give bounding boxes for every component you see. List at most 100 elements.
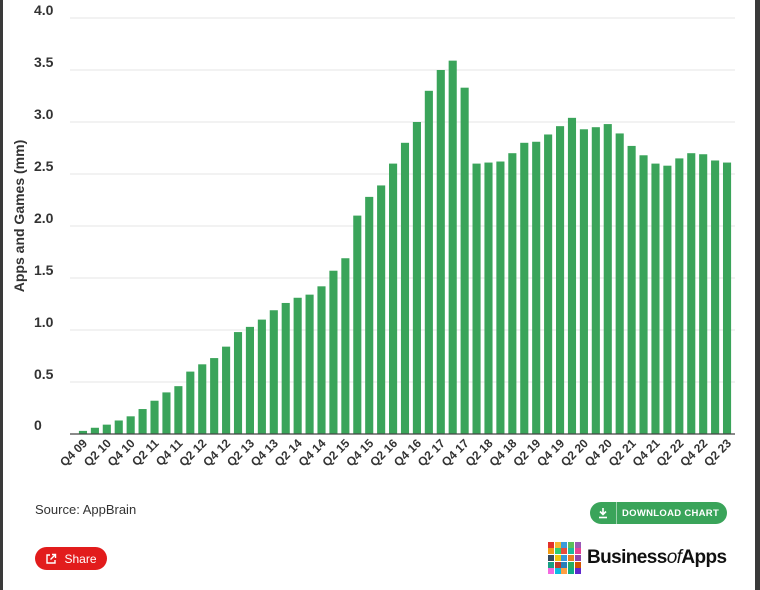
bar (508, 153, 517, 434)
bar (639, 155, 648, 434)
logo-tile (574, 568, 581, 575)
download-icon (590, 502, 617, 524)
window-border-right (755, 0, 760, 590)
bar (317, 286, 326, 434)
share-icon (45, 553, 57, 565)
logo-tile (568, 568, 575, 575)
bar (233, 332, 243, 434)
bar (556, 126, 565, 434)
bar (102, 424, 111, 434)
bar (269, 310, 278, 434)
bar (711, 160, 720, 435)
logo-tile (574, 541, 581, 548)
bar (281, 302, 290, 434)
logo-tile (548, 568, 554, 575)
source-note: Source: AppBrain (35, 502, 137, 517)
bar (603, 124, 612, 434)
bar (353, 215, 362, 434)
logo-tile (568, 561, 575, 568)
download-chart-button[interactable]: DOWNLOAD CHART (590, 502, 727, 524)
bar (341, 258, 350, 434)
bar (627, 145, 636, 435)
share-button[interactable]: Share (35, 547, 107, 570)
bar (436, 70, 445, 434)
bar (424, 90, 433, 435)
logo-tile (554, 541, 561, 548)
logo-tile (561, 554, 568, 561)
y-tick-label: 1.0 (34, 314, 54, 330)
bar (365, 196, 374, 434)
bar (675, 158, 684, 434)
y-tick-label: 4.0 (34, 2, 54, 18)
bar (651, 163, 660, 434)
x-tick-label: Q2 23 (701, 436, 734, 469)
y-axis-ticks: 0 0.5 1.0 1.5 2.0 2.5 3.0 3.5 4.0 (34, 2, 54, 433)
bar (460, 87, 469, 435)
bar (591, 127, 600, 434)
logo-tile (561, 568, 568, 575)
bar (400, 142, 410, 435)
bar (126, 416, 135, 434)
bar (162, 392, 171, 434)
y-tick-label: 1.5 (34, 262, 54, 278)
bar (305, 294, 314, 434)
businessofapps-logo: BusinessofApps (548, 541, 727, 575)
bar (567, 117, 577, 434)
logo-tile (548, 561, 554, 568)
bar (722, 162, 732, 434)
bar (484, 162, 493, 434)
bar (329, 270, 338, 434)
x-tick-label: Q4 10 (105, 436, 138, 469)
bar (174, 386, 183, 434)
share-label: Share (64, 551, 97, 566)
bar (377, 185, 386, 434)
bars (78, 60, 732, 435)
logo-tile (548, 541, 554, 548)
bar (520, 142, 529, 435)
bar (532, 141, 541, 434)
bar (448, 60, 457, 434)
bar (245, 326, 254, 434)
bar (389, 163, 398, 434)
logo-tile (554, 561, 561, 568)
bar (687, 153, 696, 434)
logo-tile (554, 548, 561, 555)
logo-tile (548, 548, 554, 555)
y-tick-label: 3.5 (34, 54, 54, 70)
bar (257, 319, 266, 434)
logo-tile (574, 548, 581, 555)
logo-tile (568, 554, 575, 561)
bar (412, 122, 421, 434)
bar (496, 161, 505, 434)
logo-tile (548, 554, 554, 561)
logo-tile (554, 568, 561, 575)
window-border-left (0, 0, 3, 590)
bar (293, 297, 302, 434)
bar (663, 165, 672, 434)
logo-tile (568, 548, 575, 555)
bar (544, 134, 553, 435)
y-tick-label: 3.0 (34, 106, 54, 122)
bar (472, 163, 481, 434)
y-tick-label: 2.5 (34, 158, 54, 174)
bar (210, 358, 219, 434)
bar (579, 129, 588, 434)
bar (198, 364, 207, 434)
y-axis-label: Apps and Games (mm) (11, 140, 27, 292)
logo-tile (554, 554, 561, 561)
logo-tile (568, 541, 575, 548)
bar (114, 420, 123, 434)
bar (78, 430, 88, 434)
y-tick-label: 0.5 (34, 366, 54, 382)
bar (90, 427, 99, 434)
logo-tile (574, 561, 581, 568)
logo-tile (561, 561, 568, 568)
bar (222, 346, 231, 434)
bar (186, 371, 195, 434)
logo-tile (561, 541, 568, 548)
download-chart-label: DOWNLOAD CHART (622, 507, 720, 519)
logo-mosaic-icon (548, 541, 581, 575)
logo-tile (574, 554, 581, 561)
bar (615, 133, 624, 434)
